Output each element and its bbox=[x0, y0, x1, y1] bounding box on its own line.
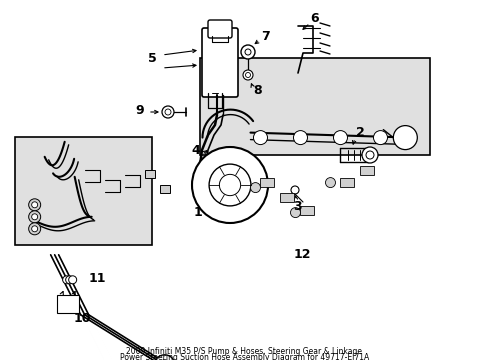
Circle shape bbox=[392, 126, 416, 150]
Circle shape bbox=[293, 131, 307, 145]
FancyBboxPatch shape bbox=[202, 28, 238, 97]
Circle shape bbox=[209, 164, 250, 206]
Circle shape bbox=[65, 276, 74, 284]
Circle shape bbox=[68, 276, 77, 284]
Text: Power Steering Suction Hose Assembly Diagram for 49717-EJ71A: Power Steering Suction Hose Assembly Dia… bbox=[120, 354, 368, 360]
Bar bbox=[340, 177, 354, 186]
Bar bbox=[280, 193, 294, 202]
Text: 2009 Infiniti M35 P/S Pump & Hoses, Steering Gear & Linkage: 2009 Infiniti M35 P/S Pump & Hoses, Stee… bbox=[126, 347, 362, 356]
Circle shape bbox=[241, 45, 254, 59]
FancyBboxPatch shape bbox=[207, 20, 231, 38]
Circle shape bbox=[250, 183, 260, 193]
Bar bbox=[300, 206, 314, 215]
Text: 2: 2 bbox=[355, 126, 364, 139]
Circle shape bbox=[244, 49, 250, 55]
Circle shape bbox=[162, 106, 174, 118]
Circle shape bbox=[29, 223, 41, 235]
Circle shape bbox=[32, 214, 38, 220]
Circle shape bbox=[290, 186, 298, 194]
Bar bbox=[260, 177, 274, 186]
Bar bbox=[160, 185, 169, 193]
Bar bbox=[57, 295, 79, 313]
Circle shape bbox=[164, 109, 171, 115]
Circle shape bbox=[32, 202, 38, 208]
Text: 4: 4 bbox=[191, 144, 200, 157]
Circle shape bbox=[253, 131, 267, 145]
Circle shape bbox=[154, 355, 174, 360]
Circle shape bbox=[219, 174, 240, 195]
Circle shape bbox=[243, 70, 252, 80]
Text: 9: 9 bbox=[135, 104, 144, 117]
Text: 3: 3 bbox=[293, 201, 302, 213]
Circle shape bbox=[32, 226, 38, 232]
Text: 12: 12 bbox=[293, 248, 310, 261]
Circle shape bbox=[192, 147, 267, 223]
Circle shape bbox=[325, 177, 335, 188]
Circle shape bbox=[29, 211, 41, 223]
Text: 1: 1 bbox=[193, 206, 202, 219]
Text: 8: 8 bbox=[253, 84, 262, 96]
Bar bbox=[360, 166, 374, 175]
Circle shape bbox=[245, 72, 250, 77]
Circle shape bbox=[290, 208, 300, 217]
Text: 7: 7 bbox=[260, 30, 269, 42]
Bar bbox=[144, 170, 154, 178]
Text: 10: 10 bbox=[73, 311, 91, 324]
Circle shape bbox=[29, 199, 41, 211]
Text: 6: 6 bbox=[310, 12, 319, 24]
Circle shape bbox=[365, 151, 373, 159]
Circle shape bbox=[373, 131, 386, 145]
Text: 11: 11 bbox=[88, 271, 105, 284]
Circle shape bbox=[333, 131, 347, 145]
Circle shape bbox=[361, 147, 377, 163]
Bar bbox=[15, 137, 151, 245]
Circle shape bbox=[62, 276, 71, 284]
Bar bbox=[200, 58, 429, 155]
Text: 5: 5 bbox=[147, 51, 156, 64]
